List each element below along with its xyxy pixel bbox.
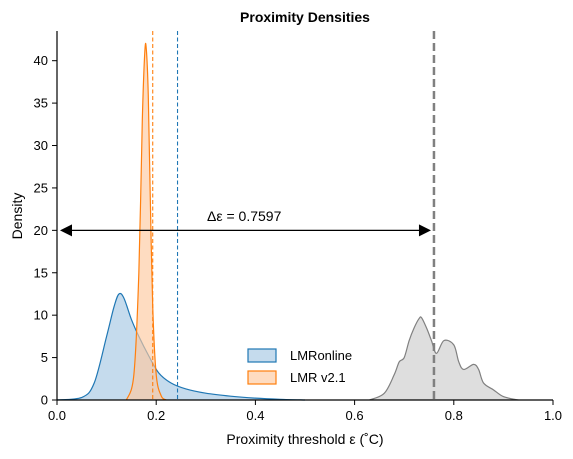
x-tick-label: 0.6	[346, 408, 364, 423]
density-area-lmronline	[57, 293, 305, 400]
legend: LMRonline LMR v2.1	[247, 348, 352, 385]
delta-annotation: Δε = 0.7597	[60, 208, 431, 237]
x-tick-label: 0.2	[147, 408, 165, 423]
legend-swatch-lmr-v21	[247, 370, 277, 385]
x-tick-label: 0.8	[445, 408, 463, 423]
x-ticks: 0.0 0.2 0.4 0.6 0.8 1.0	[48, 400, 562, 423]
density-area-lmr-v2-1	[126, 43, 167, 400]
delta-arrow-head-right	[418, 224, 431, 237]
delta-arrow-head-left	[60, 224, 72, 237]
x-tick-label: 1.0	[544, 408, 562, 423]
marker-lines	[152, 31, 436, 400]
density-area-reference	[369, 316, 519, 400]
x-tick-label: 0.0	[48, 408, 66, 423]
x-tick-label: 0.4	[246, 408, 264, 423]
legend-label-lmronline: LMRonline	[290, 348, 352, 363]
legend-label-lmr-v21: LMR v2.1	[290, 370, 346, 385]
density-line-lmr-v2-1	[125, 42, 167, 401]
y-ticks: 0 5 10 15 20 25 30 35 40	[34, 53, 57, 408]
delta-annotation-text: Δε = 0.7597	[207, 208, 282, 224]
y-tick-label: 10	[34, 308, 48, 323]
y-tick-label: 30	[34, 138, 48, 153]
y-tick-label: 35	[34, 96, 48, 111]
y-tick-label: 5	[41, 350, 48, 365]
y-tick-label: 15	[34, 265, 48, 280]
density-areas	[56, 42, 519, 401]
y-tick-label: 0	[41, 393, 48, 408]
chart-title: Proximity Densities	[240, 9, 370, 25]
y-tick-label: 40	[34, 53, 48, 68]
x-axis-label: Proximity threshold ε (˚C)	[226, 431, 383, 447]
legend-swatch-lmronline	[247, 348, 277, 363]
y-tick-label: 25	[34, 180, 48, 195]
y-tick-label: 20	[34, 223, 48, 238]
axes	[56, 31, 553, 401]
y-axis-label: Density	[9, 193, 25, 240]
